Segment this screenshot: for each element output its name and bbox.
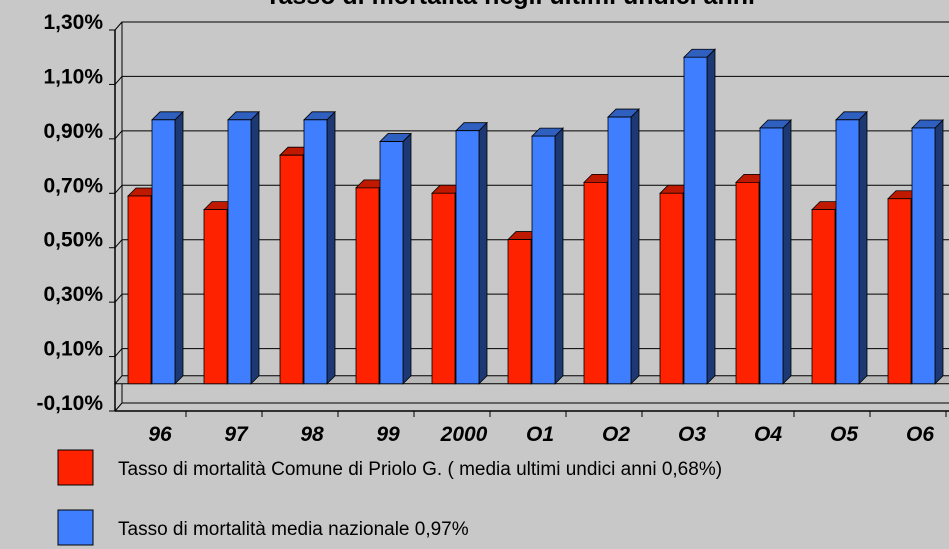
bar-front: [355, 187, 380, 385]
bar-front: [583, 181, 608, 385]
y-tick-label: -0,10%: [36, 392, 103, 415]
legend-swatch: [57, 509, 94, 546]
bar: [455, 121, 488, 385]
grid-line: [114, 76, 123, 85]
bar-front: [303, 119, 328, 385]
legend-label: Tasso di mortalità media nazionale 0,97%: [118, 519, 469, 540]
bar-side: [782, 119, 792, 385]
bar-side: [478, 121, 488, 385]
x-tick-label: O4: [754, 423, 782, 446]
bar: [531, 127, 564, 385]
bar-side: [706, 48, 716, 385]
bar-front: [379, 141, 404, 385]
grid-line: [114, 239, 123, 249]
bar-front: [607, 116, 632, 385]
chart-title: Tasso di mortalità negli ultimi undici a…: [265, 0, 755, 10]
bar-side: [174, 110, 184, 385]
y-tick-label: 0,70%: [43, 174, 103, 197]
x-tick-label: O6: [906, 423, 934, 446]
bar-side: [934, 119, 944, 385]
bar-front: [659, 192, 684, 385]
bar-front: [127, 195, 152, 385]
bar-side: [630, 108, 640, 385]
y-tick-label: 0,50%: [43, 229, 103, 252]
bar: [379, 132, 412, 385]
bar-front: [887, 198, 912, 385]
bar-side: [858, 110, 868, 385]
y-tick-label: 1,30%: [43, 11, 103, 34]
bar-front: [151, 119, 176, 385]
y-tick-label: 1,10%: [43, 65, 103, 88]
bar-front: [507, 239, 532, 385]
grid-line: [114, 184, 123, 194]
bar-front: [531, 135, 556, 385]
grid-line: [114, 293, 123, 303]
bar-front: [835, 119, 860, 385]
x-tick-label: O3: [678, 423, 706, 446]
bar-side: [326, 110, 336, 385]
legend-label: Tasso di mortalità Comune di Priolo G. (…: [118, 459, 722, 480]
bar: [303, 110, 336, 385]
y-tick-label: 0,90%: [43, 120, 103, 143]
grid-line: [114, 348, 123, 357]
bar-front: [735, 181, 760, 385]
y-tick-label: 0,30%: [43, 283, 103, 306]
x-tick-label: 98: [300, 423, 324, 446]
bar: [227, 110, 260, 385]
bar-front: [227, 119, 252, 385]
bar-front: [431, 192, 456, 385]
y-tick-label: 0,10%: [43, 338, 103, 361]
bar: [683, 48, 716, 385]
x-tick-label: O5: [830, 423, 858, 446]
bar-front: [203, 209, 228, 385]
bar-front: [911, 127, 936, 385]
x-tick-label: O2: [602, 423, 630, 446]
bar-front: [455, 130, 480, 385]
x-tick-label: 99: [376, 423, 400, 446]
bar-front: [683, 56, 708, 385]
bar-front: [811, 209, 836, 385]
legend-swatch: [57, 449, 94, 486]
bar-side: [554, 127, 564, 385]
grid-line: [114, 21, 123, 31]
x-tick-label: 2000: [440, 423, 488, 446]
bar: [835, 110, 868, 385]
bar: [151, 110, 184, 385]
grid-line: [114, 130, 123, 140]
x-tick-label: O1: [526, 423, 554, 446]
x-tick-label: 96: [148, 423, 172, 446]
bar: [759, 119, 792, 385]
bar-side: [402, 132, 412, 385]
bar: [911, 119, 944, 385]
bar-side: [250, 110, 260, 385]
grid-line: [114, 402, 123, 412]
bar-front: [279, 154, 304, 385]
bar-front: [759, 127, 784, 385]
x-tick-label: 97: [224, 423, 249, 446]
bar: [607, 108, 640, 385]
